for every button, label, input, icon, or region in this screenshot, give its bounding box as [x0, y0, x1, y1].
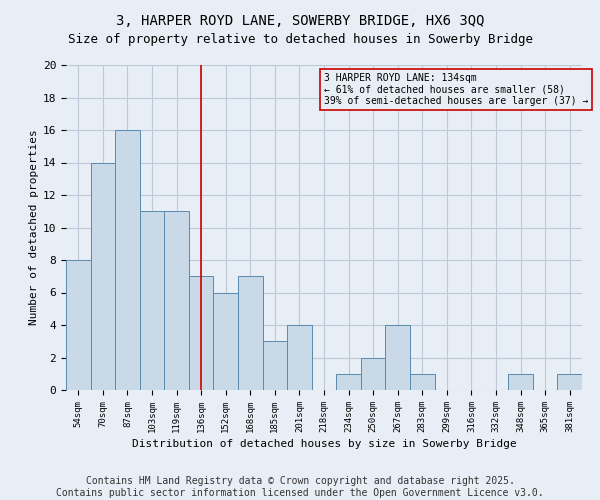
Bar — [410, 374, 434, 390]
Text: 3 HARPER ROYD LANE: 134sqm
← 61% of detached houses are smaller (58)
39% of semi: 3 HARPER ROYD LANE: 134sqm ← 61% of deta… — [324, 73, 589, 106]
Bar — [508, 374, 533, 390]
Y-axis label: Number of detached properties: Number of detached properties — [29, 130, 38, 326]
Bar — [385, 325, 410, 390]
Bar — [263, 341, 287, 390]
X-axis label: Distribution of detached houses by size in Sowerby Bridge: Distribution of detached houses by size … — [131, 439, 517, 449]
Bar — [214, 292, 238, 390]
Bar — [115, 130, 140, 390]
Bar — [336, 374, 361, 390]
Text: Contains HM Land Registry data © Crown copyright and database right 2025.
Contai: Contains HM Land Registry data © Crown c… — [56, 476, 544, 498]
Bar — [140, 211, 164, 390]
Text: 3, HARPER ROYD LANE, SOWERBY BRIDGE, HX6 3QQ: 3, HARPER ROYD LANE, SOWERBY BRIDGE, HX6… — [116, 14, 484, 28]
Bar — [91, 162, 115, 390]
Bar — [164, 211, 189, 390]
Bar — [557, 374, 582, 390]
Bar — [189, 276, 214, 390]
Bar — [361, 358, 385, 390]
Bar — [66, 260, 91, 390]
Text: Size of property relative to detached houses in Sowerby Bridge: Size of property relative to detached ho… — [67, 32, 533, 46]
Bar — [287, 325, 312, 390]
Bar — [238, 276, 263, 390]
